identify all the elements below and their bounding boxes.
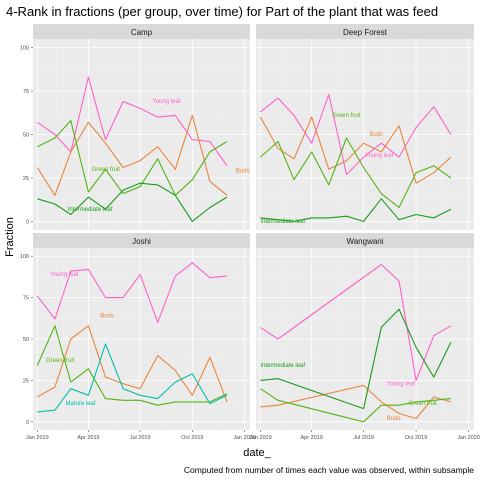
series-label-intermediate-leaf: Intermediate leaf [68,207,113,213]
series-label-green-fruit: Green fruit [409,401,438,407]
x-tick-label: Apr 2019 [77,435,99,441]
series-line-green-fruit [260,137,452,209]
x-tick-label: Jul 2019 [353,435,374,441]
series-label-buds: Buds [387,416,401,422]
panel-wangwani: Wangwani Jan 2019 Apr 2019 Jul 2019 Oct 2019… [249,233,480,441]
series-label-young-leaf: Young leaf [365,153,393,159]
series-line-intermediate-leaf [37,182,228,222]
panel-deep-forest: Deep Forest [256,24,474,230]
x-tick-label: Apr 2019 [301,435,323,441]
series-label-intermediate-leaf: Intermediate leaf [260,219,305,225]
series-label-young-leaf: Young leaf [152,99,180,105]
y-tick-label: 50 [23,337,29,343]
chart-caption: Computed from number of times each value… [184,465,474,475]
y-tick-label: 0 [26,420,29,426]
series-line-young-leaf [36,262,228,323]
y-tick-label: 25 [23,378,29,384]
y-tick-label: 100 [20,46,29,52]
x-tick-label: Oct 2019 [405,435,427,441]
y-tick-label: 100 [20,254,29,260]
series-line-young-leaf [260,263,452,381]
series-line-young-leaf [260,93,452,176]
series-line-green-fruit [36,325,228,406]
facet-panels: Camp 0 25 50 75 100 Deep Forest Joshi 0 25 50 75 100… [20,24,480,441]
panel-strip [256,233,474,248]
series-line-green-fruit [37,120,228,196]
y-axis-label: Fraction [4,217,16,257]
panel-camp: Camp 0 25 50 75 100 [20,24,250,230]
panel-strip-label: Wangwani [346,237,383,246]
panel-strip [33,233,250,248]
panel-strip-label: Deep Forest [343,28,388,37]
series-label-intermediate-leaf: Intermediate leaf [260,363,305,369]
x-tick-label: Jan 2020 [233,435,256,441]
x-tick-label: Jan 2019 [249,435,272,441]
y-tick-label: 75 [23,296,29,302]
series-label-green-fruit: Green fruit [46,358,75,364]
series-line-intermediate-leaf [260,198,452,222]
series-label-young-leaf: Young leaf [50,272,78,278]
y-tick-label: 25 [23,176,29,182]
series-label-buds: Buds [369,132,383,138]
series-line-buds [36,114,228,196]
panel-strip-label: Joshi [132,237,151,246]
chart-title: 4-Rank in fractions (per group, over tim… [6,4,438,19]
x-tick-label: Jul 2019 [130,435,151,441]
series-label-green-fruit: Green fruit [332,113,361,119]
series-line-green-fruit [260,388,451,423]
panel-strip [33,24,250,39]
x-axis-label: date_ [243,447,271,459]
panel-strip-label: Camp [131,28,153,37]
y-tick-label: 0 [26,219,29,225]
panel-strip [256,24,474,39]
series-label-mature-leaf: Mature leaf [66,401,96,407]
series-label-young-leaf: Young leaf [387,381,415,387]
y-tick-label: 75 [23,89,29,95]
series-label-green-fruit: Green fruit [92,167,121,173]
x-tick-label: Jan 2019 [26,435,49,441]
y-tick-label: 50 [23,133,29,139]
series-line-mature-leaf [37,343,228,413]
series-label-buds: Buds [100,313,114,319]
panel-joshi: Joshi 0 25 50 75 100 Jan 2019 Apr 2019 Jul 2019 O… [20,233,256,441]
series-label-buds: Buds [236,169,250,175]
series-line-buds [37,325,228,403]
series-line-young-leaf [36,76,228,167]
x-tick-label: Oct 2019 [181,435,203,441]
x-tick-label: Jan 2020 [457,435,480,441]
series-line-intermediate-leaf [260,308,452,410]
